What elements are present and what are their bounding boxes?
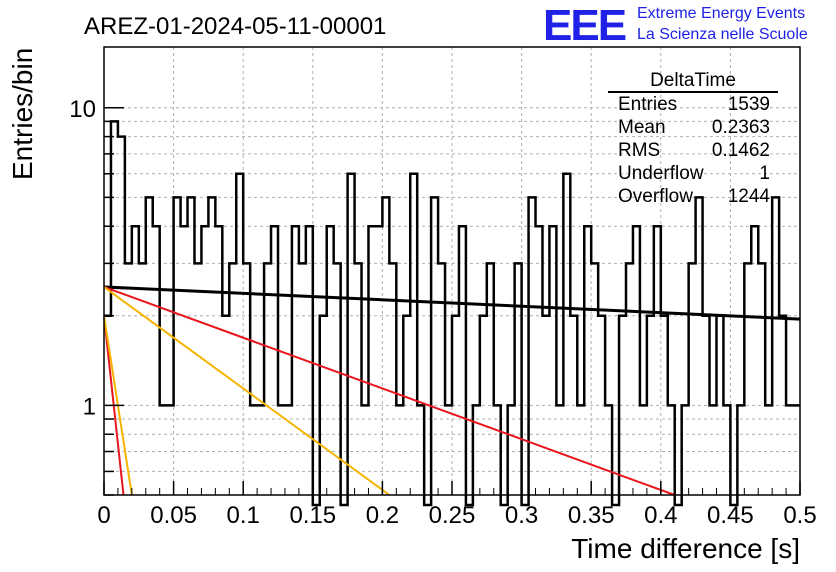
stats-label-underflow: Underflow xyxy=(618,163,704,184)
x-axis-label: Time difference [s] xyxy=(571,533,800,564)
stats-label-mean: Mean xyxy=(618,117,666,138)
x-tick-label: 0.2 xyxy=(366,502,399,529)
x-tick-label: 0 xyxy=(97,502,110,529)
fit-curve-1 xyxy=(103,285,801,321)
fit-curve-3 xyxy=(103,286,390,496)
x-tick-label: 0.25 xyxy=(429,502,476,529)
x-tick-label: 0.45 xyxy=(707,502,754,529)
stats-label-overflow: Overflow xyxy=(618,186,693,207)
y-axis-label: Entries/bin xyxy=(7,48,38,180)
axis-ticks xyxy=(103,107,801,496)
run-title: AREZ-01-2024-05-11-00001 xyxy=(84,13,386,40)
x-tick-label: 0.05 xyxy=(150,502,197,529)
stats-value-underflow: 1 xyxy=(759,163,770,184)
fit-curve-2 xyxy=(103,286,676,496)
stats-label-rms: RMS xyxy=(618,140,660,161)
stats-label-entries: Entries xyxy=(618,94,677,115)
logo-line-2: La Scienza nelle Scuole xyxy=(637,26,808,43)
stats-box: DeltaTime Entries 1539 Mean 0.2363 RMS 0… xyxy=(608,70,778,207)
y-tick-label: 1 xyxy=(83,393,96,420)
x-tick-label: 0.4 xyxy=(644,502,677,529)
x-tick-label: 0.15 xyxy=(289,502,336,529)
x-tick-label: 0.3 xyxy=(505,502,538,529)
x-tick-label: 0.35 xyxy=(568,502,615,529)
eee-logo: EEE xyxy=(543,1,626,50)
histogram-step-line xyxy=(104,120,800,507)
stats-value-overflow: 1244 xyxy=(728,186,771,207)
stats-value-entries: 1539 xyxy=(728,94,770,115)
logo-line-1: Extreme Energy Events xyxy=(637,5,805,22)
x-tick-label: 0.5 xyxy=(783,502,816,529)
x-tick-label: 0.1 xyxy=(227,502,260,529)
stats-value-mean: 0.2363 xyxy=(712,117,770,138)
y-tick-label: 10 xyxy=(69,96,96,123)
stats-title: DeltaTime xyxy=(650,70,736,91)
stats-value-rms: 0.1462 xyxy=(712,140,770,161)
grid xyxy=(104,47,800,496)
